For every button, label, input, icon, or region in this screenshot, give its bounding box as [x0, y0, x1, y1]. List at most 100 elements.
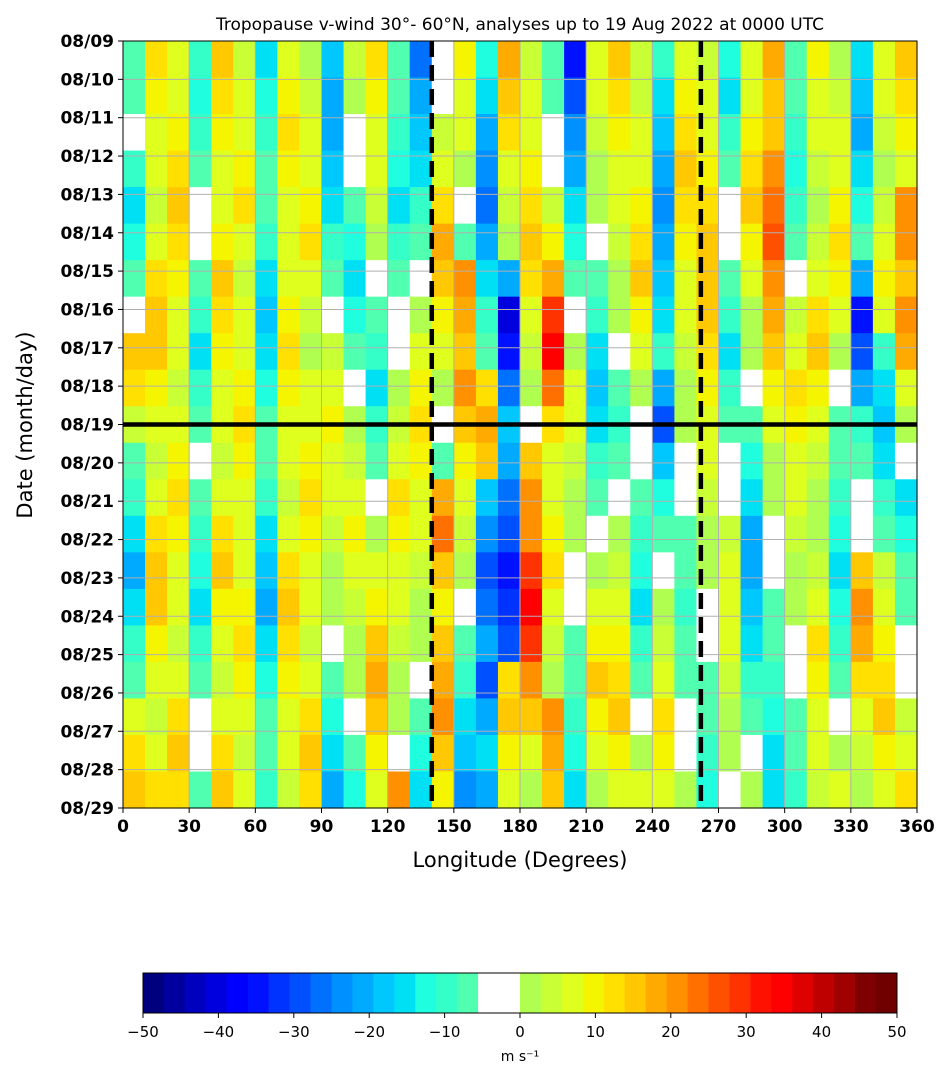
heatmap-cell [431, 369, 455, 407]
heatmap-cell [497, 734, 521, 773]
heatmap-cell [740, 771, 764, 809]
heatmap-cell [365, 150, 389, 188]
heatmap-cell [740, 333, 764, 371]
heatmap-cell [850, 442, 874, 480]
colorbar-segment [876, 973, 898, 1013]
heatmap-cell [277, 515, 301, 553]
heatmap-cell [453, 333, 477, 371]
heatmap-cell [365, 698, 389, 736]
heatmap-cell [630, 734, 653, 773]
heatmap-cell [718, 333, 742, 371]
heatmap-cell [652, 479, 675, 517]
heatmap-cell [718, 41, 742, 79]
heatmap-cell [387, 223, 411, 261]
heatmap-cell [277, 698, 301, 736]
heatmap-cell [189, 187, 212, 225]
heatmap-cell [255, 734, 278, 773]
heatmap-cell [453, 150, 477, 188]
heatmap-cell [189, 223, 212, 261]
heatmap-cell [431, 260, 455, 298]
heatmap-cell [850, 296, 874, 334]
heatmap-cell [299, 625, 323, 663]
heatmap-cell [542, 588, 565, 626]
heatmap-cell [409, 296, 433, 334]
heatmap-cell [630, 552, 653, 590]
heatmap-cell [387, 187, 411, 225]
heatmap-cell [520, 588, 543, 626]
heatmap-cell [453, 296, 477, 334]
heatmap-cell [299, 442, 323, 480]
heatmap-cell [784, 552, 808, 590]
colorbar-segment [540, 973, 563, 1013]
heatmap-cell [277, 296, 301, 334]
heatmap-cell [630, 114, 653, 152]
heatmap-cell [475, 260, 499, 298]
heatmap-cell [674, 588, 698, 626]
heatmap-cell [365, 734, 389, 773]
y-tick-label: 08/16 [60, 300, 114, 320]
heatmap-cell [608, 625, 631, 663]
heatmap-cell [608, 771, 631, 809]
heatmap-cell [520, 552, 543, 590]
heatmap-cell [564, 114, 587, 152]
heatmap-cell [497, 114, 521, 152]
heatmap-cell [828, 734, 852, 773]
heatmap-cell [299, 150, 323, 188]
heatmap-cell [277, 771, 301, 809]
y-tick-label: 08/17 [60, 339, 114, 359]
heatmap-cell [718, 479, 742, 517]
heatmap-cell [123, 150, 146, 188]
heatmap-cell [608, 296, 631, 334]
heatmap-cell [894, 333, 918, 371]
heatmap-cell [520, 77, 543, 115]
heatmap-cell [542, 661, 565, 700]
heatmap-cell [123, 369, 146, 407]
heatmap-cell [652, 625, 675, 663]
heatmap-cell [674, 661, 698, 700]
heatmap-cell [872, 369, 896, 407]
heatmap-cell [542, 41, 565, 79]
heatmap-cell [343, 77, 367, 115]
heatmap-cell [321, 515, 345, 553]
heatmap-cell [542, 771, 565, 809]
heatmap-cell [652, 260, 675, 298]
heatmap-cell [365, 333, 389, 371]
heatmap-cell [167, 114, 190, 152]
heatmap-cell [894, 77, 918, 115]
colorbar-tick-label: −40 [203, 1023, 235, 1041]
heatmap-cell [497, 698, 521, 736]
heatmap-cell [453, 734, 477, 773]
heatmap-cell [497, 77, 521, 115]
heatmap-cell [608, 260, 631, 298]
heatmap-cell [365, 260, 389, 298]
heatmap-cell [277, 223, 301, 261]
colorbar-segment [813, 973, 835, 1013]
heatmap-cell [586, 41, 609, 79]
heatmap-cell [740, 625, 764, 663]
heatmap-cell [189, 515, 212, 553]
heatmap-cell [740, 150, 764, 188]
heatmap-cell [520, 661, 543, 700]
heatmap-cell [630, 771, 653, 809]
heatmap-cell [762, 771, 786, 809]
heatmap-cell [740, 369, 764, 407]
heatmap-cell [894, 114, 918, 152]
heatmap-cell [453, 77, 477, 115]
heatmap-cell [586, 552, 609, 590]
heatmap-cell [894, 187, 918, 225]
heatmap-cell [806, 515, 830, 553]
heatmap-cell [365, 369, 389, 407]
heatmap-cell [277, 114, 301, 152]
heatmap-cell [806, 442, 830, 480]
heatmap-cell [409, 41, 433, 79]
heatmap-cell [608, 369, 631, 407]
heatmap-cell [542, 260, 565, 298]
heatmap-cell [564, 150, 587, 188]
heatmap-cell [299, 41, 323, 79]
heatmap-cell [762, 369, 786, 407]
heatmap-cell [740, 442, 764, 480]
heatmap-cell [850, 150, 874, 188]
heatmap-cell [387, 442, 411, 480]
heatmap-cell [674, 114, 698, 152]
heatmap-cell [894, 223, 918, 261]
